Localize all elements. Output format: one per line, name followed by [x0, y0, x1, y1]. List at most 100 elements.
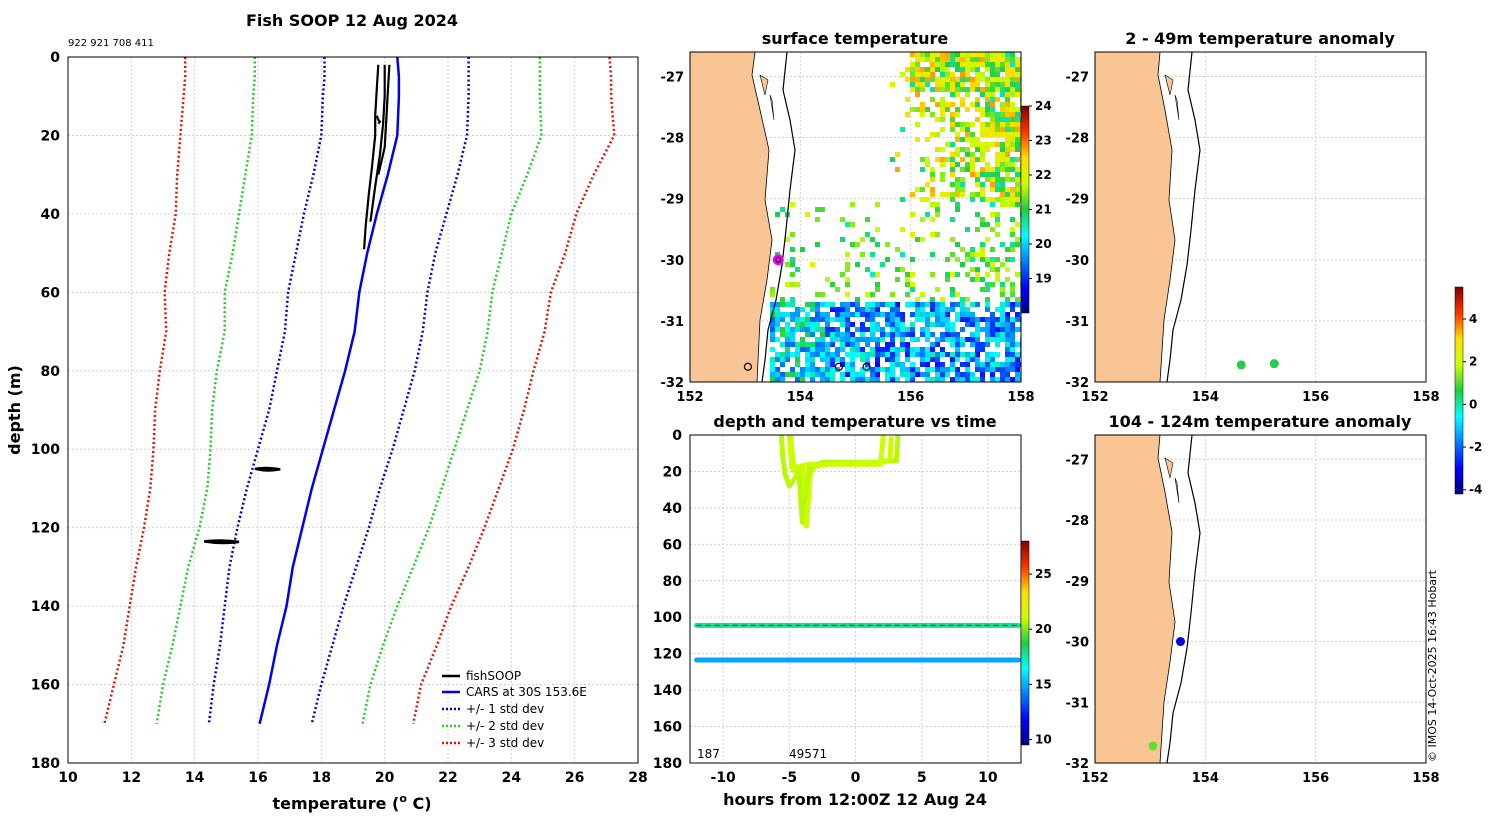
sst-pixel — [785, 237, 790, 242]
std-dev-line — [155, 57, 257, 724]
sst-pixel — [800, 322, 805, 327]
sst-pixel — [790, 302, 795, 307]
sst-pixel — [810, 367, 815, 372]
sst-pixel — [825, 332, 830, 337]
sst-pixel — [1010, 192, 1015, 197]
sst-pixel — [1015, 202, 1020, 207]
sst-pixel — [1010, 87, 1015, 92]
sst-pixel — [955, 177, 960, 182]
depth-time-y-tick: 140 — [653, 683, 682, 699]
sst-pixel — [955, 192, 960, 197]
sst-pixel — [960, 77, 965, 82]
sst-pixel — [810, 332, 815, 337]
sst-pixel — [975, 87, 980, 92]
sst-pixel — [960, 167, 965, 172]
depth-time-y-tick: 100 — [653, 610, 682, 626]
sst-pixel — [935, 147, 940, 152]
sst-pixel — [955, 317, 960, 322]
sst-pixel — [990, 187, 995, 192]
sst-pixel — [865, 357, 870, 362]
sst-pixel — [1000, 147, 1005, 152]
sst-pixel — [985, 317, 990, 322]
sst-pixel — [845, 277, 850, 282]
sst-pixel — [815, 342, 820, 347]
sst-pixel — [835, 327, 840, 332]
profile-x-tick: 10 — [58, 770, 78, 786]
sst-pixel — [825, 357, 830, 362]
sst-pixel — [870, 292, 875, 297]
sst-pixel — [860, 307, 865, 312]
sst-pixel — [990, 332, 995, 337]
sst-pixel — [945, 322, 950, 327]
sst-pixel — [975, 192, 980, 197]
sst-pixel — [835, 317, 840, 322]
profile-y-tick: 120 — [31, 521, 60, 537]
sst-pixel — [840, 312, 845, 317]
sst-pixel — [875, 342, 880, 347]
sst-pixel — [790, 262, 795, 267]
sst-pixel — [955, 257, 960, 262]
sst-pixel — [825, 347, 830, 352]
sst-pixel — [885, 347, 890, 352]
sst-pixel — [900, 267, 905, 272]
sst-pixel — [890, 347, 895, 352]
sst-colorbar-label: 22 — [1035, 168, 1052, 182]
sst-pixel — [935, 357, 940, 362]
sst-pixel — [775, 357, 780, 362]
sst-pixel — [855, 307, 860, 312]
sst-pixel — [845, 262, 850, 267]
sst-pixel — [940, 377, 945, 382]
sst-pixel — [850, 377, 855, 382]
sst-pixel — [990, 72, 995, 77]
sst-pixel — [875, 312, 880, 317]
sst-y-tick: -31 — [661, 315, 685, 330]
std-dev-line — [310, 57, 470, 725]
sst-pixel — [800, 307, 805, 312]
sst-pixel — [995, 362, 1000, 367]
sst-pixel — [805, 347, 810, 352]
shallow-anomaly-x-tick: 158 — [1412, 390, 1439, 405]
sst-pixel — [825, 377, 830, 382]
sst-pixel — [985, 82, 990, 87]
sst-pixel — [1000, 112, 1005, 117]
sst-pixel — [950, 292, 955, 297]
sst-pixel — [905, 112, 910, 117]
deep-anomaly-y-tick: -30 — [1066, 636, 1090, 651]
sst-pixel — [985, 57, 990, 62]
sst-pixel — [995, 272, 1000, 277]
sst-pixel — [965, 297, 970, 302]
sst-pixel — [995, 72, 1000, 77]
sst-pixel — [945, 307, 950, 312]
sst-pixel — [990, 177, 995, 182]
sst-pixel — [1010, 327, 1015, 332]
sst-pixel — [955, 272, 960, 277]
sst-pixel — [860, 357, 865, 362]
sst-pixel — [930, 172, 935, 177]
sst-pixel — [910, 287, 915, 292]
sst-pixel — [1000, 317, 1005, 322]
sst-pixel — [970, 67, 975, 72]
sst-pixel — [795, 267, 800, 272]
profile-frame — [67, 56, 639, 764]
sst-pixel — [855, 352, 860, 357]
sst-pixel — [980, 257, 985, 262]
sst-pixel — [785, 342, 790, 347]
sst-pixel — [955, 152, 960, 157]
sst-pixel — [810, 342, 815, 347]
sst-pixel — [985, 322, 990, 327]
sst-pixel — [1010, 72, 1015, 77]
sst-pixel — [955, 342, 960, 347]
sst-pixel — [985, 362, 990, 367]
depth-time-colorbar — [1020, 540, 1030, 746]
sst-pixel — [980, 77, 985, 82]
sst-pixel — [1015, 297, 1020, 302]
sst-pixel — [775, 377, 780, 382]
sst-pixel — [790, 272, 795, 277]
sst-pixel — [995, 212, 1000, 217]
sst-pixel — [975, 377, 980, 382]
sst-pixel — [985, 282, 990, 287]
sst-pixel — [930, 252, 935, 257]
depth-time-colorbar-label: 25 — [1035, 567, 1052, 581]
sst-pixel — [1010, 322, 1015, 327]
sst-pixel — [935, 87, 940, 92]
